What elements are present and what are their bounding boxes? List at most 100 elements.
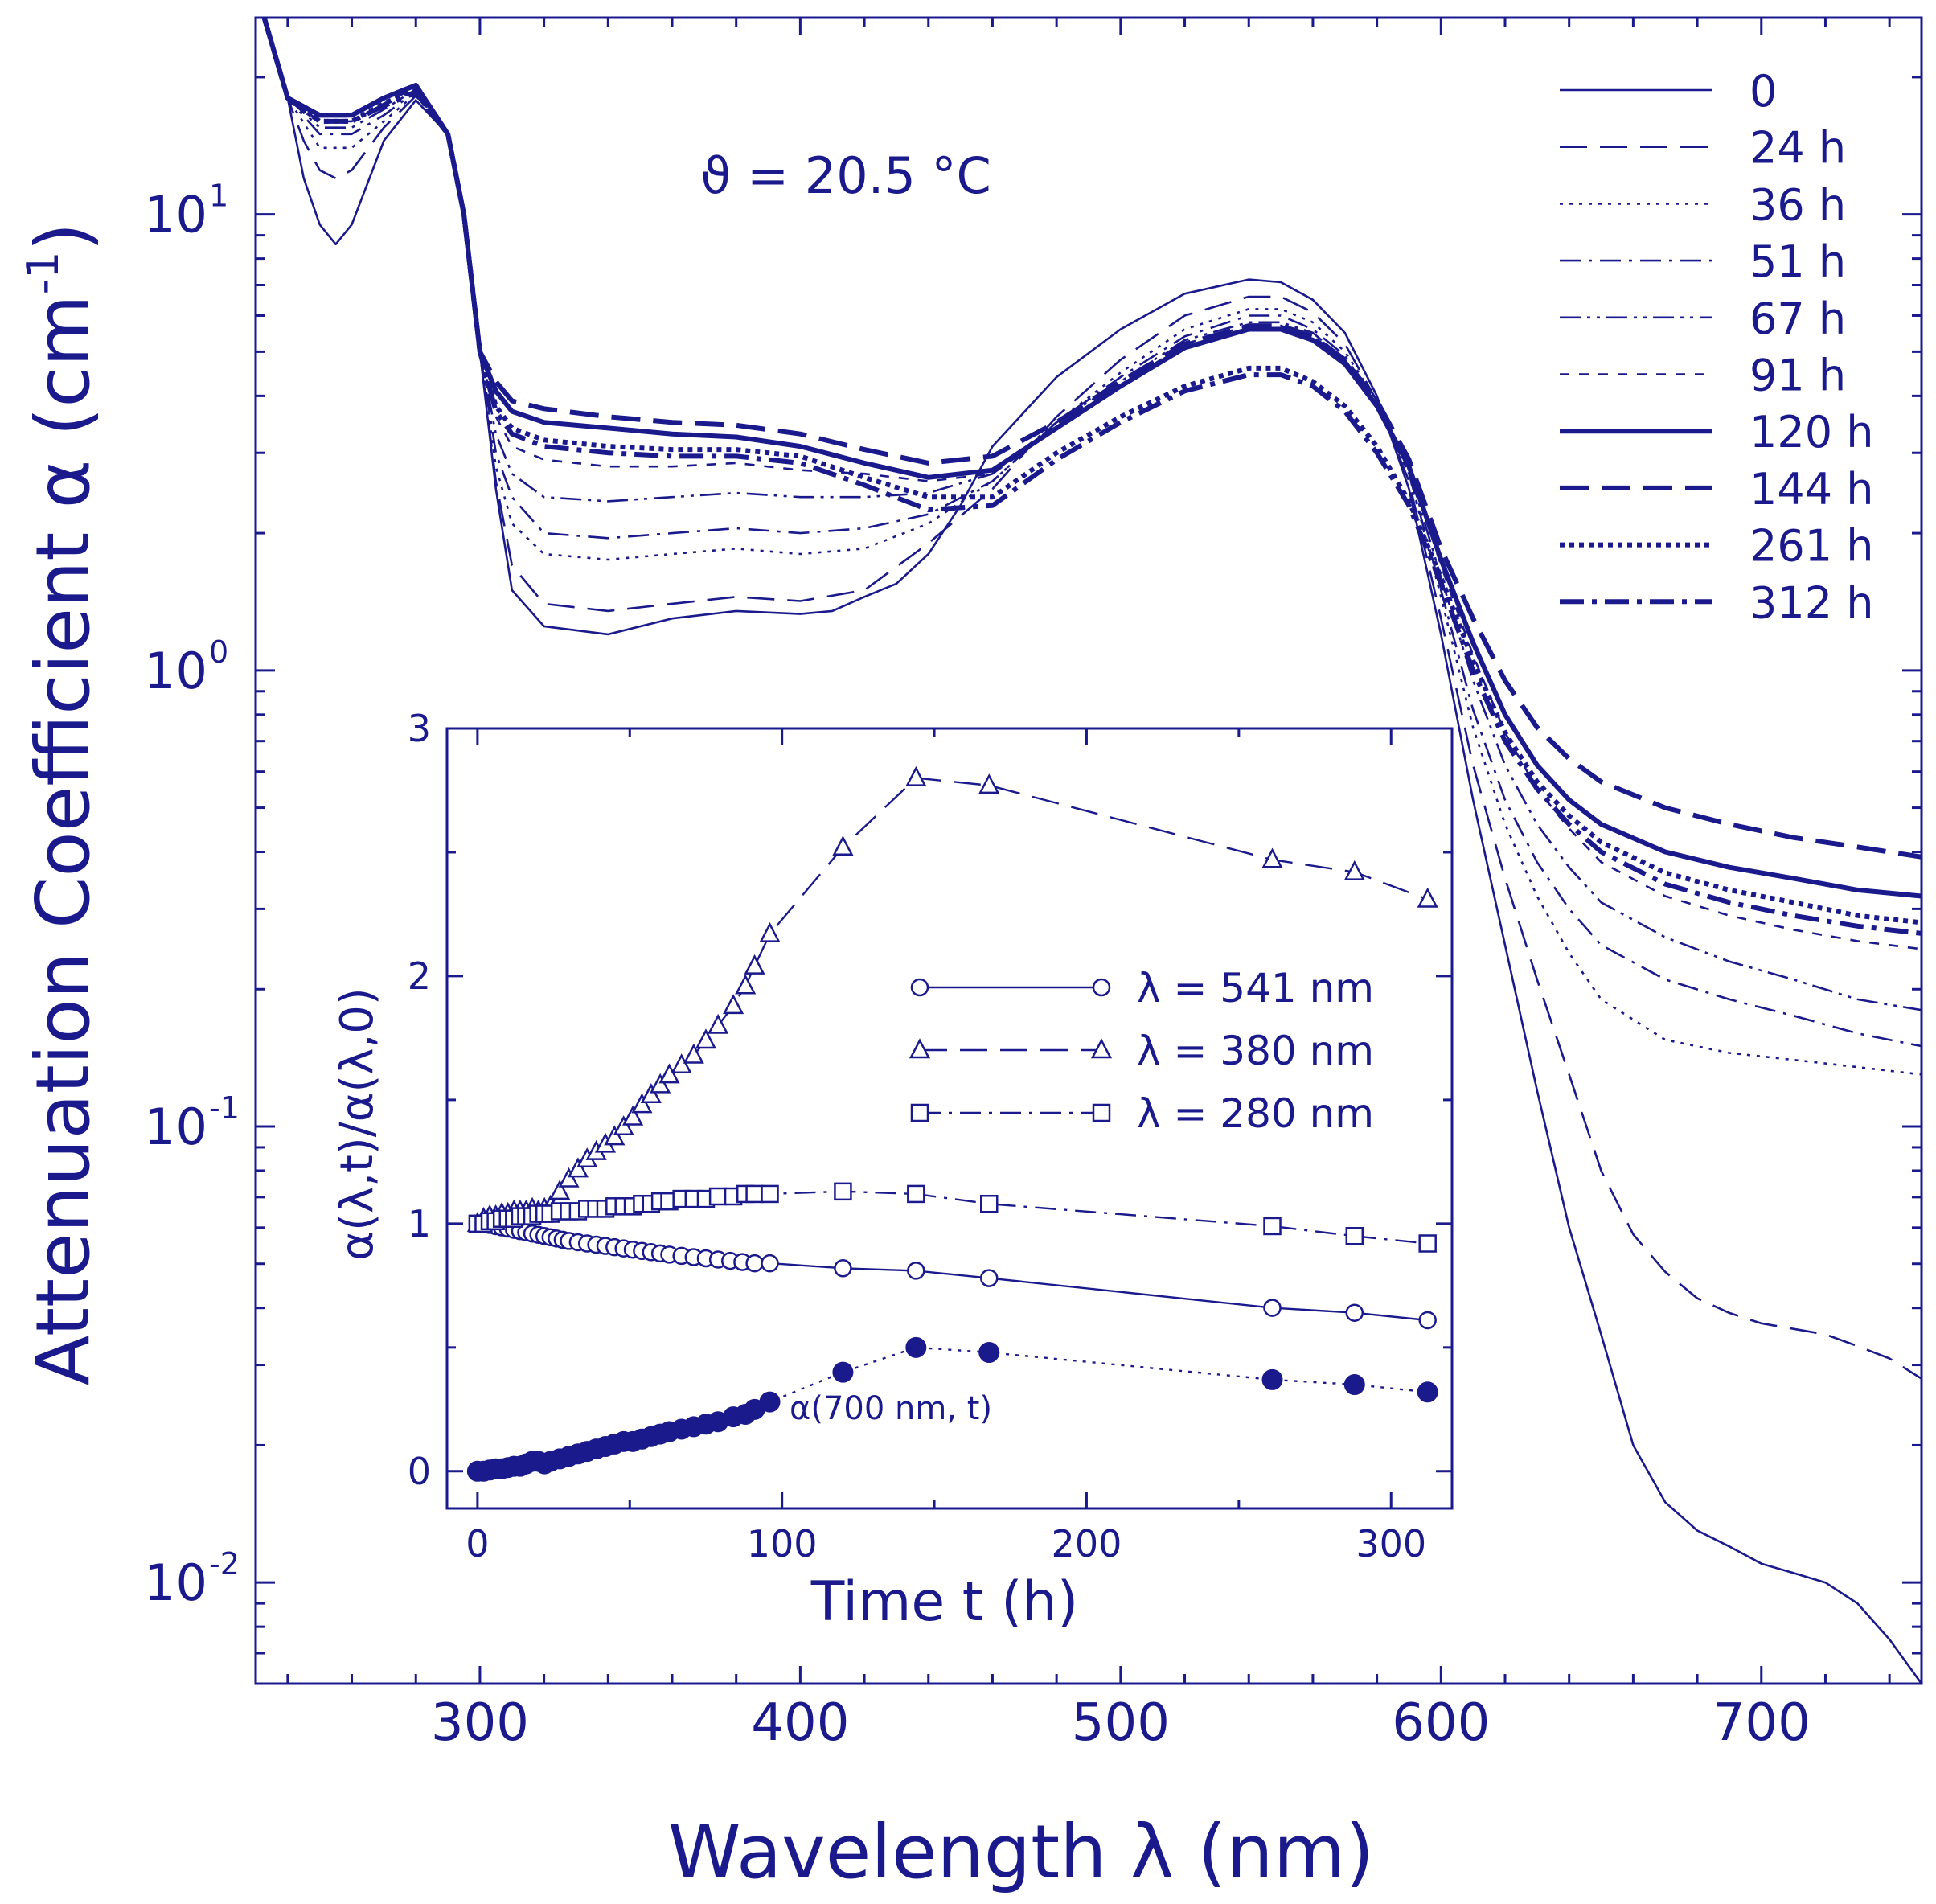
- main-x-tick-label: 600: [1392, 1693, 1490, 1753]
- legend-label: 36 h: [1749, 179, 1846, 230]
- inset-point: [658, 1063, 680, 1084]
- main-y-tick-exp: 1: [209, 178, 228, 214]
- main-y-tick-exp: -2: [209, 1546, 240, 1582]
- inset-point: [745, 1254, 764, 1273]
- inset-point: [1263, 1217, 1282, 1236]
- inset-plot-border: [445, 727, 1454, 1510]
- main-y-tick-exp: -1: [209, 1090, 240, 1126]
- main-series-group: [261, 18, 1922, 1684]
- main-y-axis-label-close: ): [20, 223, 106, 252]
- series-line-261-h: [261, 18, 1922, 925]
- inset-point: [907, 1184, 925, 1204]
- inset-x-tick-label: 200: [1052, 1522, 1122, 1565]
- inset-point: [1345, 1303, 1364, 1322]
- inset-series-group: [466, 765, 1438, 1482]
- inset-point: [1417, 887, 1438, 908]
- inset-point: [640, 1083, 662, 1103]
- inset-chart: 0 100 200 300 0 1 2 3 λ = 541 nm λ = 380 nm λ = 2…: [331, 707, 1454, 1634]
- inset-point: [979, 1269, 999, 1287]
- inset-point: [979, 1194, 999, 1213]
- main-y-tick-base: 10: [144, 1553, 207, 1612]
- inset-point: [621, 1105, 644, 1126]
- main-y-axis-label-text: Attenuation Coefficient α (cm: [20, 294, 106, 1385]
- inset-point: [907, 1262, 925, 1280]
- legend-label: 312 h: [1749, 577, 1873, 628]
- legend-label: 67 h: [1749, 293, 1846, 344]
- main-y-tick-label: 10: [144, 642, 207, 700]
- main-y-tick-base: 10: [144, 1098, 207, 1156]
- inset-point: [1418, 1311, 1437, 1330]
- inset-point: [604, 1125, 626, 1146]
- main-plot-frame: [254, 16, 1923, 1685]
- legend-label: 24 h: [1749, 123, 1846, 174]
- inset-legend-label: λ = 380 nm: [1137, 1028, 1374, 1074]
- inset-legend-label: λ = 280 nm: [1137, 1090, 1374, 1137]
- inset-point: [978, 774, 1000, 794]
- inset-point: [759, 1391, 781, 1413]
- inset-point: [1418, 1234, 1437, 1253]
- inset-point: [745, 1184, 764, 1204]
- main-x-axis-label: Wavelength λ (nm): [668, 1809, 1374, 1895]
- legend-label: 51 h: [1749, 236, 1846, 287]
- inset-point: [1261, 1368, 1283, 1390]
- series-line-312-h: [261, 18, 1922, 936]
- inset-point: [1345, 1227, 1364, 1245]
- main-x-tick-label: 400: [751, 1693, 849, 1753]
- main-y-tick-label: 10: [144, 1098, 207, 1156]
- inset-point: [832, 835, 854, 856]
- inset-point: [631, 1093, 653, 1114]
- series-line-67-h: [263, 18, 1922, 1012]
- main-y-axis-label: Attenuation Coefficient α (cm-1): [18, 223, 106, 1386]
- inset-point: [613, 1115, 634, 1136]
- inset-y-tick-label: 1: [408, 1202, 431, 1245]
- inset-x-tick-label: 0: [466, 1522, 489, 1565]
- inset-x-axis-label: Time t (h): [810, 1570, 1078, 1634]
- main-y-tick-exp: 0: [209, 634, 228, 670]
- main-y-tick-base: 10: [144, 186, 207, 244]
- inset-axes: 0 100 200 300 0 1 2 3: [408, 707, 1452, 1565]
- inset-point: [905, 1336, 927, 1358]
- inset-y-tick-label: 0: [408, 1450, 431, 1493]
- inset-point: [1343, 860, 1365, 880]
- inset-point: [695, 1028, 717, 1049]
- inset-point: [1261, 847, 1283, 868]
- inset-point: [671, 1053, 692, 1074]
- inset-point: [832, 1361, 854, 1383]
- inset-x-tick-label: 300: [1356, 1522, 1426, 1565]
- inset-point: [558, 1167, 580, 1188]
- inset-legend-marker: [1092, 978, 1111, 997]
- inset-point: [834, 1259, 852, 1278]
- inset-legend-marker: [1090, 1038, 1113, 1059]
- inset-point: [650, 1073, 671, 1094]
- inset-legend-label: λ = 541 nm: [1137, 965, 1374, 1012]
- inset-point: [761, 1254, 779, 1273]
- inset-x-tick-label: 100: [747, 1522, 818, 1565]
- inset-y-tick-label: 3: [408, 707, 431, 750]
- inset-point: [708, 1013, 729, 1034]
- inset-legend-marker: [909, 1038, 931, 1059]
- inset-legend: λ = 541 nm λ = 380 nm λ = 280 nm: [909, 965, 1374, 1137]
- inset-legend-marker: [1092, 1103, 1111, 1122]
- inset-point: [683, 1043, 704, 1064]
- inset-point: [1343, 1374, 1365, 1396]
- inset-y-axis-label: α(λ,t)/α(λ,0): [331, 987, 384, 1261]
- inset-point: [708, 1187, 728, 1206]
- inset-700nm-annotation: α(700 nm, t): [790, 1390, 992, 1427]
- legend-label: 120 h: [1749, 407, 1873, 458]
- main-x-tick-label: 300: [431, 1693, 529, 1753]
- inset-point: [567, 1157, 589, 1178]
- inset-point: [744, 954, 765, 975]
- inset-point: [1263, 1299, 1282, 1317]
- inset-point: [1417, 1381, 1438, 1403]
- inset-point: [549, 1180, 571, 1200]
- legend-label: 0: [1749, 66, 1777, 117]
- inset-plot-frame: [445, 727, 1454, 1510]
- inset-point: [735, 974, 757, 995]
- main-y-axis-label-sup: -1: [18, 252, 68, 295]
- main-y-tick-label: 10: [144, 186, 207, 244]
- legend-label: 261 h: [1749, 521, 1873, 572]
- main-x-tick-label: 500: [1072, 1693, 1170, 1753]
- inset-background: [447, 728, 1454, 1508]
